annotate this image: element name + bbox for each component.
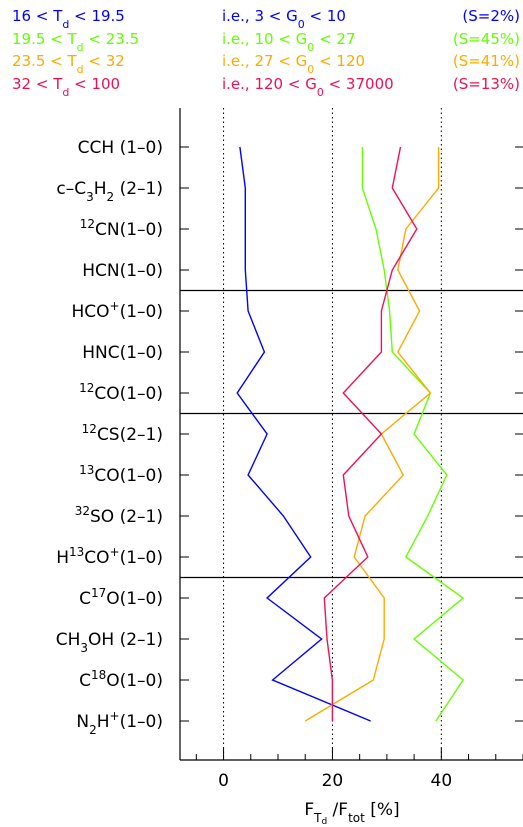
legend-g0-range-3: i.e., 27 < G0 < 120 bbox=[222, 52, 365, 76]
category-labels: CCH (1–0) c–C3H2 (2–1) 12CN(1–0) HCN(1–0… bbox=[56, 138, 163, 737]
legend-share-4: (S=13%) bbox=[453, 75, 520, 93]
legend-td-range-4: 32 < Td < 100 bbox=[12, 75, 120, 99]
category-label-12cn: 12CN(1–0) bbox=[80, 217, 163, 240]
category-label-n2hp: N2H+(1–0) bbox=[76, 709, 163, 737]
series-line-1 bbox=[236, 146, 371, 722]
legend-td-range-1: 16 < Td < 19.5 bbox=[12, 7, 125, 31]
x-tick-label-0: 0 bbox=[218, 771, 229, 791]
legend: 16 < Td < 19.5 i.e., 3 < G0 < 10 (S=2%) … bbox=[12, 7, 520, 99]
series-line-2 bbox=[361, 147, 465, 722]
legend-g0-range-4: i.e., 120 < G0 < 37000 bbox=[222, 75, 394, 99]
reference-lines bbox=[223, 108, 442, 760]
group-separators bbox=[180, 289, 523, 579]
x-tick-labels: 0 20 40 bbox=[218, 771, 452, 791]
x-tick-label-20: 20 bbox=[322, 771, 344, 791]
category-label-32so: 32SO (2–1) bbox=[75, 504, 163, 527]
x-ticks bbox=[195, 748, 523, 760]
category-label-c17o: C17O(1–0) bbox=[79, 586, 163, 609]
category-label-h13cop: H13CO+(1–0) bbox=[56, 545, 163, 568]
legend-share-1: (S=2%) bbox=[462, 7, 520, 25]
legend-td-range-3: 23.5 < Td < 32 bbox=[12, 52, 125, 76]
y-ticks bbox=[180, 146, 523, 722]
legend-entry-3: 23.5 < Td < 32 i.e., 27 < G0 < 120 (S=41… bbox=[12, 52, 520, 76]
category-label-hnc: HNC(1–0) bbox=[82, 343, 163, 363]
series-lines bbox=[236, 146, 465, 722]
category-label-12cs: 12CS(2–1) bbox=[82, 422, 163, 445]
legend-share-3: (S=41%) bbox=[453, 52, 520, 70]
legend-g0-range-1: i.e., 3 < G0 < 10 bbox=[222, 7, 346, 31]
category-label-cch: CCH (1–0) bbox=[78, 138, 163, 158]
category-label-ch3oh: CH3OH (2–1) bbox=[56, 630, 163, 655]
plot-frame bbox=[179, 108, 523, 761]
legend-entry-1: 16 < Td < 19.5 i.e., 3 < G0 < 10 (S=2%) bbox=[12, 7, 520, 31]
category-label-hcn: HCN(1–0) bbox=[82, 261, 163, 281]
legend-share-2: (S=45%) bbox=[453, 30, 520, 48]
series-line-4 bbox=[323, 146, 418, 721]
category-label-12co: 12CO(1–0) bbox=[79, 381, 163, 404]
x-axis-title: FTd /Ftot [%] bbox=[304, 800, 399, 827]
category-label-13co: 13CO(1–0) bbox=[79, 463, 163, 486]
legend-entry-2: 19.5 < Td < 23.5 i.e., 10 < G0 < 27 (S=4… bbox=[12, 30, 520, 54]
legend-td-range-2: 19.5 < Td < 23.5 bbox=[12, 30, 139, 54]
category-label-hcop: HCO+(1–0) bbox=[71, 299, 163, 322]
legend-entry-4: 32 < Td < 100 i.e., 120 < G0 < 37000 (S=… bbox=[12, 75, 520, 99]
legend-g0-range-2: i.e., 10 < G0 < 27 bbox=[222, 30, 356, 54]
category-label-c18o: C18O(1–0) bbox=[79, 668, 163, 691]
x-tick-label-40: 40 bbox=[431, 771, 453, 791]
category-label-c3h2: c–C3H2 (2–1) bbox=[56, 179, 163, 204]
